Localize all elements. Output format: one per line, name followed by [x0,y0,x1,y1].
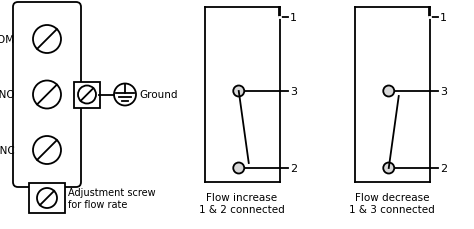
Text: 3: 3 [290,87,297,97]
Circle shape [383,86,394,97]
Text: Ground: Ground [139,90,177,100]
Text: 1: 1 [440,13,447,23]
FancyBboxPatch shape [13,3,81,187]
Text: 1COM: 1COM [0,35,15,45]
Text: Flow decrease
1 & 3 connected: Flow decrease 1 & 3 connected [349,192,435,214]
Text: 1: 1 [290,13,297,23]
Text: Adjustment screw
for flow rate: Adjustment screw for flow rate [68,187,155,209]
Circle shape [383,163,394,174]
Text: 2: 2 [290,163,297,173]
Text: Flow increase
1 & 2 connected: Flow increase 1 & 2 connected [199,192,285,214]
Circle shape [233,163,244,174]
FancyBboxPatch shape [29,183,65,213]
Text: 3: 3 [440,87,447,97]
Text: 3NO: 3NO [0,90,15,100]
Text: 2NC: 2NC [0,145,15,155]
FancyBboxPatch shape [74,82,100,108]
Circle shape [233,86,244,97]
Text: 2: 2 [440,163,447,173]
